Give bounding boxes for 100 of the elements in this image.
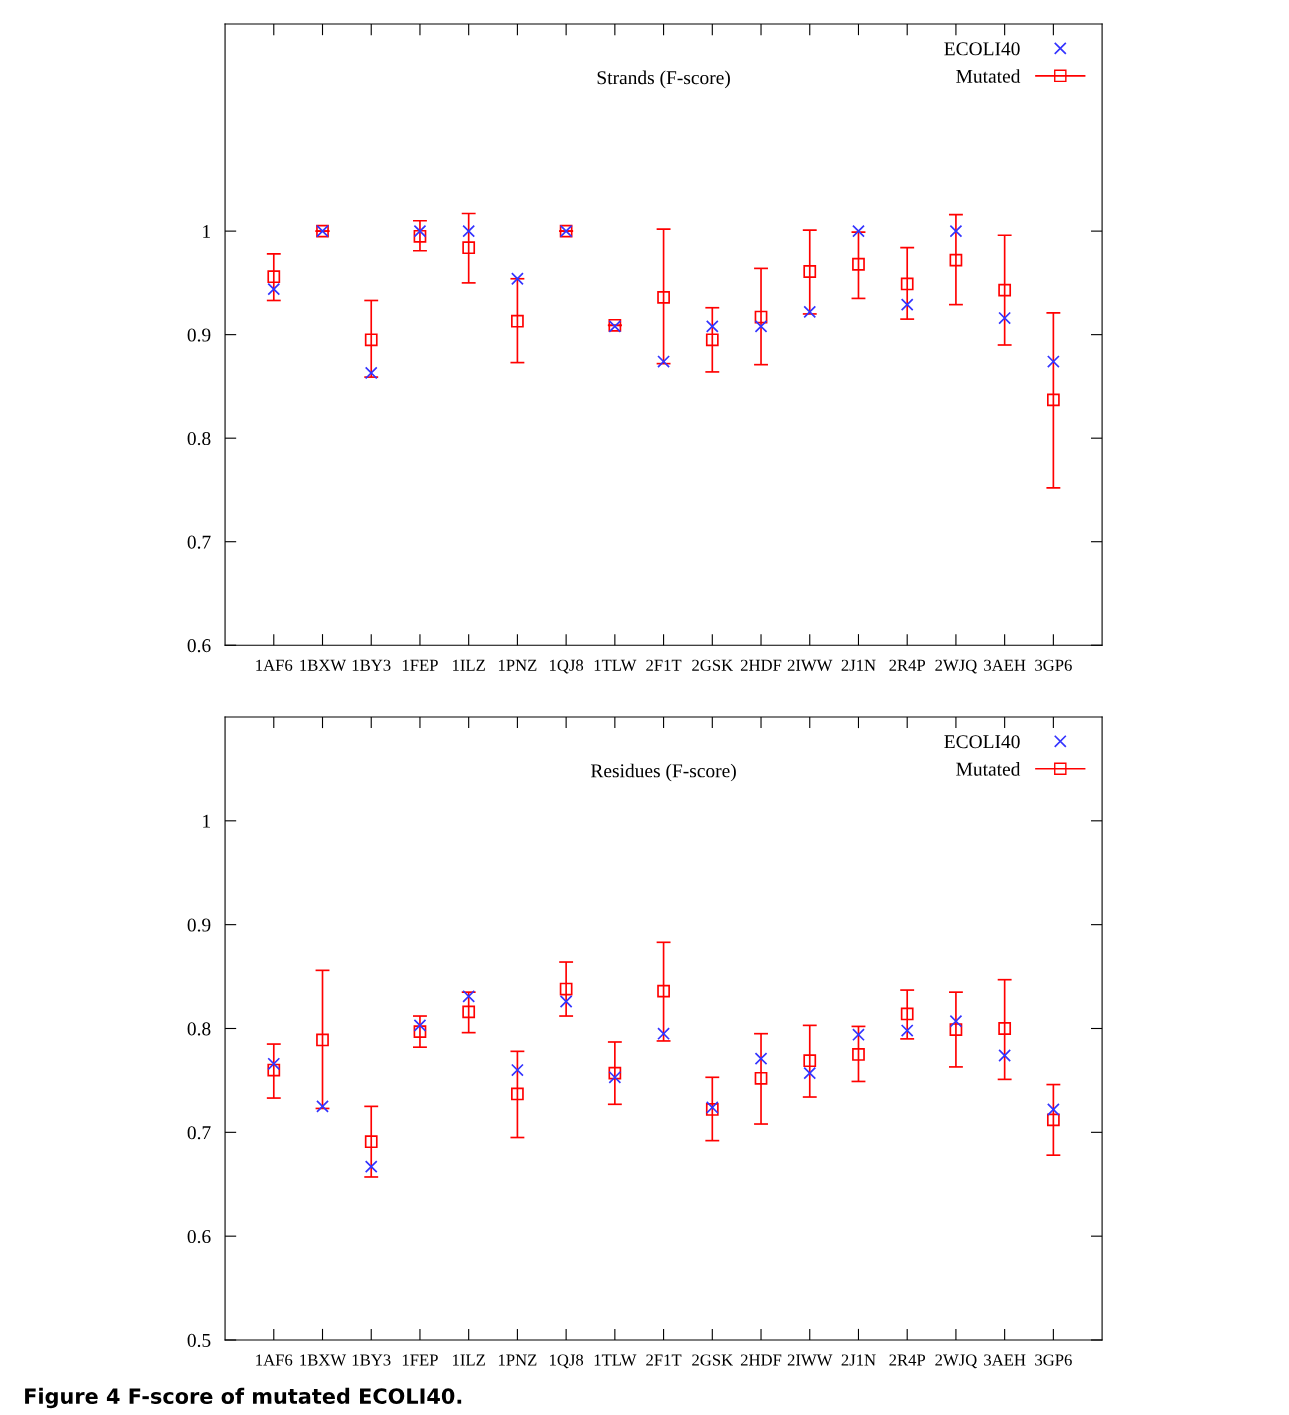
point bbox=[998, 1049, 1012, 1062]
point bbox=[364, 366, 378, 380]
point bbox=[754, 310, 768, 324]
point bbox=[949, 1014, 963, 1028]
point bbox=[364, 333, 378, 347]
x-tick-label: 2R4P bbox=[889, 1354, 926, 1366]
point bbox=[608, 1070, 622, 1084]
point bbox=[852, 224, 865, 238]
point bbox=[657, 290, 670, 304]
x-tick-label: 1ILZ bbox=[453, 659, 485, 671]
x-tick-label: 1QJ8 bbox=[550, 659, 584, 674]
x-tick-label: 1TLW bbox=[594, 659, 637, 671]
point bbox=[705, 319, 719, 333]
point bbox=[998, 283, 1012, 297]
x-tick-label: 1BXW bbox=[300, 659, 347, 671]
point bbox=[852, 257, 865, 271]
point bbox=[413, 1025, 427, 1038]
x-tick-label: 2J1N bbox=[841, 659, 876, 671]
point bbox=[462, 241, 476, 255]
x-tick-label: 2J1N bbox=[841, 1354, 876, 1366]
point bbox=[803, 1066, 817, 1080]
y-tick-label: 0.9 bbox=[187, 918, 211, 932]
point bbox=[462, 1005, 476, 1019]
x-tick-label: 1PNZ bbox=[498, 659, 537, 671]
x-tick-label: 1AF6 bbox=[256, 659, 293, 671]
x-tick-label: 1BXW bbox=[300, 1354, 347, 1366]
x-tick-label: 2WJQ bbox=[935, 659, 977, 674]
x-tick-label: 2HDF bbox=[740, 659, 782, 671]
y-tick-label: 0.5 bbox=[187, 1333, 211, 1348]
y-tick-label: 0.7 bbox=[187, 535, 211, 549]
y-tick-label: 0.8 bbox=[187, 431, 211, 446]
point bbox=[267, 1063, 281, 1077]
point bbox=[316, 1099, 329, 1113]
point bbox=[900, 298, 914, 312]
point bbox=[803, 305, 817, 319]
y-tick-label: 0.6 bbox=[187, 1229, 211, 1244]
point bbox=[511, 272, 524, 286]
x-tick-label: 1TLW bbox=[594, 1354, 637, 1366]
y-tick-label: 1 bbox=[203, 814, 210, 828]
x-tick-label: 2GSK bbox=[692, 1354, 733, 1366]
point bbox=[316, 1033, 329, 1047]
point bbox=[1046, 355, 1060, 368]
x-tick-label: 1BY3 bbox=[352, 1354, 391, 1366]
point bbox=[949, 1023, 963, 1036]
x-tick-label: 3AEH bbox=[984, 1354, 1026, 1366]
point bbox=[559, 995, 573, 1008]
y-tick-label: 0.7 bbox=[187, 1126, 211, 1140]
x-tick-label: 1FEP bbox=[402, 1354, 438, 1366]
point bbox=[1046, 1113, 1060, 1127]
x-tick-label: 1AF6 bbox=[256, 1354, 293, 1366]
legend-label: Mutated bbox=[956, 762, 1021, 776]
point bbox=[511, 314, 524, 328]
point bbox=[364, 1135, 378, 1149]
point bbox=[949, 253, 963, 267]
point bbox=[608, 1066, 622, 1080]
point bbox=[754, 319, 768, 333]
point bbox=[657, 1027, 670, 1041]
text: Strands (F-score) bbox=[597, 70, 730, 89]
legend-label: ECOLI40 bbox=[944, 42, 1020, 56]
legend-label: Mutated bbox=[956, 69, 1021, 83]
text: Residues (F-score) bbox=[590, 763, 736, 782]
x-tick-label: 1PNZ bbox=[498, 1354, 537, 1366]
point bbox=[511, 1087, 524, 1101]
x-tick-label: 2IWW bbox=[787, 1354, 833, 1366]
point bbox=[1046, 393, 1060, 407]
point bbox=[413, 229, 427, 243]
caption: Figure 4 F-score of mutated ECOLI40. bbox=[25, 1387, 462, 1409]
point bbox=[754, 1071, 768, 1085]
point bbox=[267, 1057, 281, 1071]
point bbox=[998, 1022, 1012, 1035]
point bbox=[803, 265, 817, 278]
point bbox=[657, 355, 670, 368]
x-tick-label: 3GP6 bbox=[1035, 1354, 1072, 1366]
point bbox=[949, 224, 963, 238]
x-tick-label: 1QJ8 bbox=[550, 1354, 584, 1369]
y-tick-label: 0.6 bbox=[187, 639, 211, 653]
point bbox=[657, 984, 670, 998]
point bbox=[267, 270, 281, 284]
legend-label: ECOLI40 bbox=[944, 735, 1020, 749]
x-tick-label: 2F1T bbox=[646, 1354, 682, 1366]
point bbox=[705, 333, 719, 347]
x-tick-label: 3GP6 bbox=[1035, 659, 1072, 671]
y-tick-label: 0.9 bbox=[187, 328, 211, 342]
x-tick-label: 2GSK bbox=[692, 659, 733, 671]
point bbox=[900, 1007, 914, 1021]
y-tick-label: 1 bbox=[203, 225, 210, 238]
x-tick-label: 1ILZ bbox=[453, 1354, 485, 1366]
point bbox=[900, 277, 914, 291]
point bbox=[511, 1063, 524, 1077]
point bbox=[413, 1018, 427, 1032]
point bbox=[364, 1160, 378, 1173]
point bbox=[852, 1048, 865, 1061]
point bbox=[1046, 1103, 1060, 1116]
x-tick-label: 1BY3 bbox=[352, 659, 391, 671]
point bbox=[559, 982, 573, 996]
point bbox=[803, 1054, 817, 1068]
point bbox=[900, 1024, 914, 1037]
x-tick-label: 2HDF bbox=[740, 1354, 782, 1366]
point bbox=[754, 1052, 768, 1065]
x-tick-label: 1FEP bbox=[402, 659, 438, 671]
